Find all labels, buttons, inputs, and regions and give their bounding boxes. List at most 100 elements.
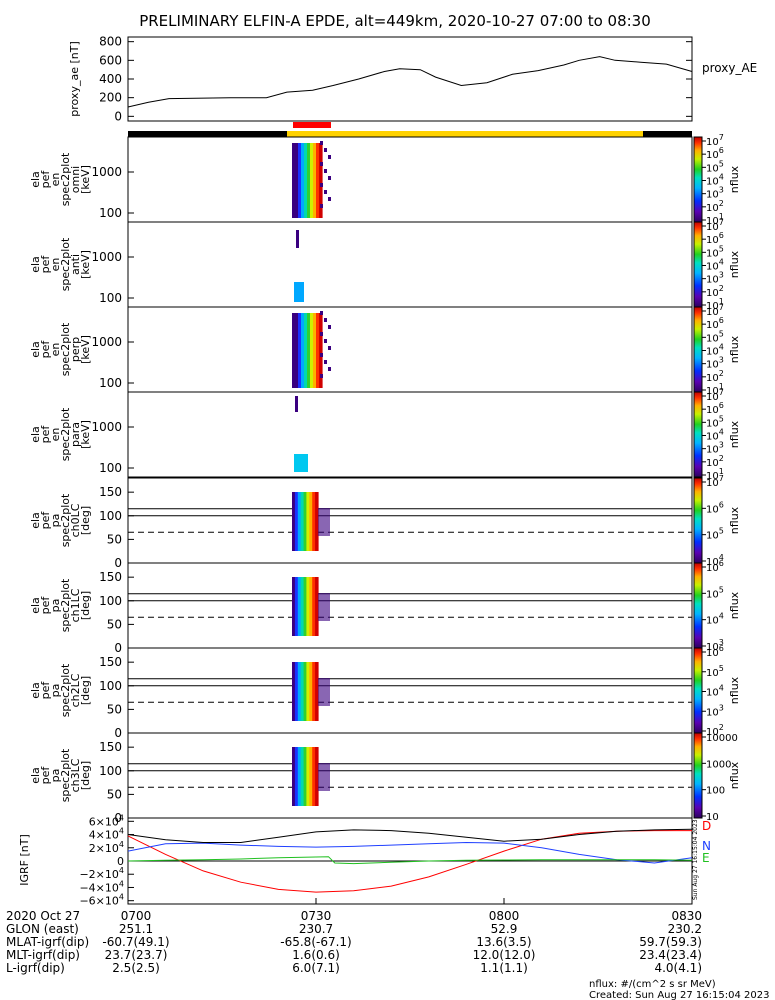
panel-ylabel-line: pa bbox=[49, 514, 62, 528]
colorbar-label: nflux bbox=[728, 335, 741, 363]
panel-ytick-label: 150 bbox=[99, 740, 122, 754]
colorbar-tick-label: 102 bbox=[706, 199, 724, 214]
pitch-angle-burst bbox=[309, 662, 313, 721]
panel-ylabel-line: spec2plot bbox=[59, 748, 72, 802]
panel-ylabel-line: spec2plot bbox=[59, 237, 72, 291]
pitch-angle-burst bbox=[315, 577, 319, 636]
colorbar-label: nflux bbox=[728, 506, 741, 534]
pitch-angle-speck bbox=[318, 763, 330, 791]
igrf-ytick-label: 4×104 bbox=[89, 827, 124, 842]
panel-ylabel-line: ela bbox=[29, 256, 42, 273]
pitch-angle-burst bbox=[300, 492, 305, 551]
colorbar-tick-label: 101 bbox=[706, 212, 724, 227]
pitch-angle-burst bbox=[292, 577, 296, 636]
spectrum-speck bbox=[328, 325, 331, 329]
spectrum-speck bbox=[295, 396, 298, 412]
colorbar-tick-label: 101 bbox=[706, 382, 724, 397]
panel-ylabel-line: en bbox=[49, 173, 62, 187]
panel-ytick-label: 100 bbox=[99, 679, 122, 693]
ephemeris-value: -65.8(-67.1) bbox=[280, 935, 351, 949]
colorbar-tick-label: 102 bbox=[706, 369, 724, 384]
spectrum-speck bbox=[324, 360, 327, 364]
panel-ylabel: elapefpaspec2plotch2LC[deg] bbox=[29, 663, 92, 717]
panel-ytick-label: 0 bbox=[114, 641, 122, 655]
colorbar-label: nflux bbox=[728, 250, 741, 278]
panel-ylabel-line: en bbox=[49, 343, 62, 357]
panel-ytick-label: 1000 bbox=[91, 335, 122, 349]
ephemeris-value: 1.1(1.1) bbox=[480, 961, 528, 975]
panel-ylabel: elapefpaspec2plotch0LC[deg] bbox=[29, 493, 92, 547]
colorbar-tick-label: 102 bbox=[706, 723, 724, 738]
spectrum-speck bbox=[320, 374, 323, 378]
figure-title: PRELIMINARY ELFIN-A EPDE, alt=449km, 202… bbox=[139, 12, 651, 30]
pitch-angle-burst bbox=[294, 662, 299, 721]
spectrogram-panel-6: 150 100 50 0 elapefpaspec2plotch1LC[deg] 106 1… bbox=[29, 559, 741, 655]
colorbar-label: nflux bbox=[728, 761, 741, 789]
colorbar-tick-label: 102 bbox=[706, 454, 724, 469]
ephemeris-row-label: MLT-igrf(dip) bbox=[6, 948, 80, 962]
colorbar-tick-label: 106 bbox=[706, 644, 724, 659]
spectrum-burst bbox=[313, 143, 317, 218]
proxy-ae-ytick-label: 0 bbox=[114, 109, 122, 123]
colorbar-tick-label: 104 bbox=[706, 553, 724, 568]
status-bar-red bbox=[293, 122, 331, 128]
panel-ytick-label: 1000 bbox=[91, 165, 122, 179]
spectrum-burst bbox=[298, 143, 302, 218]
pitch-angle-burst bbox=[306, 492, 310, 551]
spectrogram-panel-5: 150 100 50 0 elapefpaspec2plotch0LC[deg] 107 1… bbox=[29, 474, 741, 570]
pitch-angle-burst bbox=[300, 662, 305, 721]
colorbar bbox=[693, 477, 703, 564]
panel-ylabel-line: pef bbox=[39, 766, 52, 785]
pitch-angle-burst bbox=[303, 492, 308, 551]
colorbar-tick-label: 106 bbox=[706, 316, 724, 331]
spectrogram-panel-8: 150 100 50 0 elapefpaspec2plotch3LC[deg] 1000… bbox=[29, 732, 741, 825]
spectrogram-panel-3: 1000100elapefenspec2plotperp[keV]1071061… bbox=[29, 303, 741, 397]
pitch-angle-burst bbox=[297, 747, 302, 806]
pitch-angle-burst bbox=[294, 747, 299, 806]
panel-ylabel-line: ch2LC bbox=[69, 673, 82, 707]
pitch-angle-burst bbox=[292, 492, 296, 551]
colorbar-tick-label: 106 bbox=[706, 146, 724, 161]
igrf-ytick-label: −4×104 bbox=[79, 879, 124, 894]
ephemeris-value: 251.1 bbox=[119, 922, 153, 936]
panel-ylabel-line: ela bbox=[29, 426, 42, 443]
panel-frame bbox=[127, 136, 693, 223]
pitch-angle-speck bbox=[318, 508, 330, 536]
proxy-ae-ytick-label: 400 bbox=[99, 72, 122, 86]
ephemeris-value: 23.4(23.4) bbox=[639, 948, 702, 962]
panel-ylabel: elapefenspec2plotomni[keV] bbox=[29, 152, 92, 206]
pitch-angle-burst bbox=[309, 577, 313, 636]
spectrum-speck bbox=[328, 176, 331, 180]
igrf-ytick-label: 6×104 bbox=[89, 813, 124, 828]
spectrum-speck bbox=[328, 367, 331, 371]
colorbar-tick-label: 104 bbox=[706, 173, 724, 188]
panel-ylabel-line: pef bbox=[39, 511, 52, 530]
colorbar-tick-label: 104 bbox=[706, 612, 724, 627]
spectrum-burst bbox=[294, 282, 304, 302]
pitch-angle-burst bbox=[292, 662, 296, 721]
spectrum-burst bbox=[294, 454, 308, 472]
panel-frame bbox=[127, 306, 693, 393]
spectrum-burst bbox=[316, 313, 320, 388]
colorbar-tick-label: 106 bbox=[706, 231, 724, 246]
panel-ytick-label: 150 bbox=[99, 485, 122, 499]
colorbar-tick-label: 105 bbox=[706, 527, 724, 542]
igrf-series-n bbox=[127, 841, 693, 864]
colorbar-tick-label: 105 bbox=[706, 329, 724, 344]
spectrogram-panel-7: 150 100 50 0 elapefpaspec2plotch2LC[deg] 106 1… bbox=[29, 644, 741, 740]
pitch-angle-burst bbox=[312, 662, 316, 721]
spectrum-burst bbox=[319, 143, 323, 218]
colorbar bbox=[693, 136, 703, 223]
colorbar-tick-label: 104 bbox=[706, 343, 724, 358]
spectrum-speck bbox=[324, 148, 327, 152]
panel-ylabel-line: pef bbox=[39, 425, 52, 444]
panel-ylabel-line: spec2plot bbox=[59, 663, 72, 717]
colorbar-tick-label: 104 bbox=[706, 258, 724, 273]
spectrum-speck bbox=[328, 197, 331, 201]
panel-ylabel-line: [keV] bbox=[79, 420, 92, 449]
igrf-series-d bbox=[127, 830, 692, 893]
colorbar-tick-label: 106 bbox=[706, 500, 724, 515]
panel-ytick-label: 50 bbox=[107, 617, 122, 631]
ephemeris-value: 230.7 bbox=[299, 922, 333, 936]
